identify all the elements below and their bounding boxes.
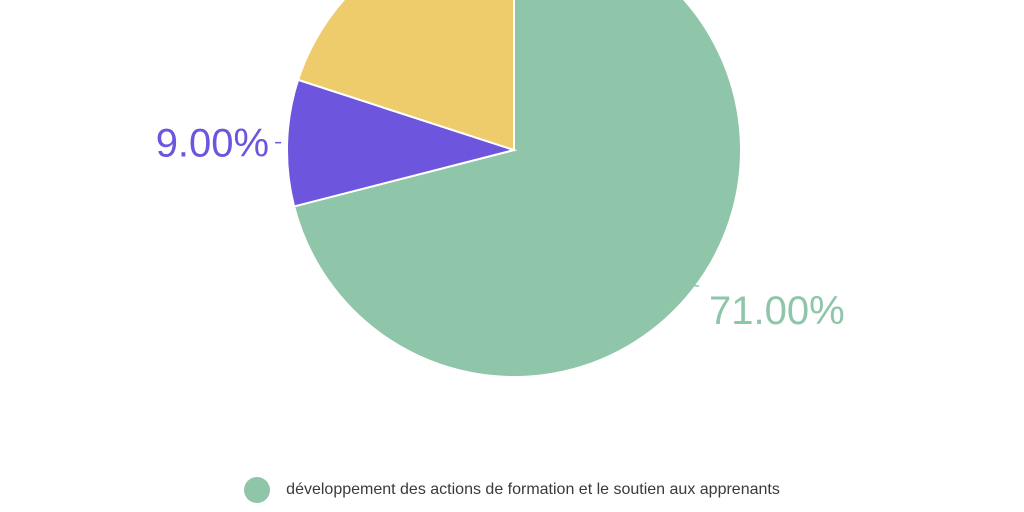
label-leader-lines <box>275 141 700 287</box>
pie-slice-1[interactable] <box>286 78 518 208</box>
legend-color-dot <box>244 477 271 503</box>
leader-line-0 <box>686 283 700 287</box>
data-label-1: 9.00% <box>156 122 269 166</box>
legend-label: développement des actions de formation e… <box>286 481 780 498</box>
pie-slice-2[interactable] <box>296 0 515 152</box>
legend: développement des actions de formation e… <box>0 476 1024 504</box>
legend-item[interactable]: développement des actions de formation e… <box>244 477 780 503</box>
data-labels: 71.00% 9.00% <box>156 122 845 334</box>
pie-slice-0[interactable] <box>292 0 742 378</box>
data-label-0: 71.00% <box>709 289 845 333</box>
pie-slices <box>286 0 742 378</box>
